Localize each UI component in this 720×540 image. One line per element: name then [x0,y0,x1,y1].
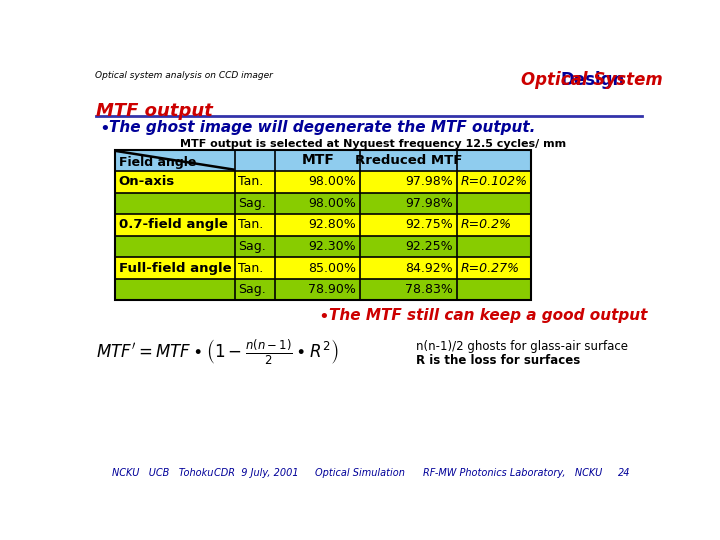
Text: 98.00%: 98.00% [308,176,356,188]
Text: 0.7-field angle: 0.7-field angle [119,219,228,232]
Text: RF-MW Photonics Laboratory,   NCKU: RF-MW Photonics Laboratory, NCKU [423,468,603,478]
Text: CDR  9 July, 2001: CDR 9 July, 2001 [214,468,299,478]
Text: Tan.: Tan. [238,176,264,188]
Text: 78.83%: 78.83% [405,283,453,296]
Text: Sag.: Sag. [238,197,266,210]
Text: •: • [319,308,329,326]
Text: Tan.: Tan. [238,261,264,274]
Text: MTF output: MTF output [96,102,213,120]
Text: 92.25%: 92.25% [405,240,453,253]
Text: 92.75%: 92.75% [405,219,453,232]
Bar [114,214,531,236]
Text: 97.98%: 97.98% [405,197,453,210]
Text: 92.80%: 92.80% [308,219,356,232]
Text: Sag.: Sag. [238,283,266,296]
Text: 85.00%: 85.00% [308,261,356,274]
Bar [114,279,531,300]
Text: 97.98%: 97.98% [405,176,453,188]
Bar [114,193,531,214]
Text: $MTF' = MTF \bullet \left(1 - \frac{n(n-1)}{2} \bullet R^2\right)$: $MTF' = MTF \bullet \left(1 - \frac{n(n-… [96,338,339,367]
Text: Rreduced MTF: Rreduced MTF [355,154,463,167]
Text: 78.90%: 78.90% [308,283,356,296]
Bar [114,171,531,193]
Text: On-axis: On-axis [119,176,175,188]
Text: Design: Design [560,71,625,89]
Text: Optical Simulation: Optical Simulation [315,468,405,478]
Text: 24: 24 [618,468,631,478]
Text: MTF output is selected at Nyquest frequency 12.5 cycles/ mm: MTF output is selected at Nyquest freque… [180,139,566,148]
Text: R is the loss for surfaces: R is the loss for surfaces [415,354,580,367]
Text: Field angle: Field angle [119,156,196,168]
Text: 84.92%: 84.92% [405,261,453,274]
Bar [114,236,531,257]
Bar [114,150,531,300]
Text: R=0.102%: R=0.102% [461,176,528,188]
Text: •: • [99,120,110,138]
Text: Full-field angle: Full-field angle [119,261,231,274]
Text: Tan.: Tan. [238,219,264,232]
Bar [114,257,531,279]
Text: Optical system analysis on CCD imager: Optical system analysis on CCD imager [94,71,273,80]
Text: The MTF still can keep a good output: The MTF still can keep a good output [329,308,647,323]
Text: The ghost image will degenerate the MTF output.: The ghost image will degenerate the MTF … [109,120,535,135]
Text: Sag.: Sag. [238,240,266,253]
Text: n(n-1)/2 ghosts for glass-air surface: n(n-1)/2 ghosts for glass-air surface [415,340,628,354]
Text: NCKU   UCB   Tohoku: NCKU UCB Tohoku [112,468,213,478]
Text: 98.00%: 98.00% [308,197,356,210]
Bar [114,150,531,171]
Text: R=0.27%: R=0.27% [461,261,519,274]
Text: R=0.2%: R=0.2% [461,219,511,232]
Text: Optical System: Optical System [521,71,668,89]
Text: MTF: MTF [302,153,334,167]
Text: 92.30%: 92.30% [308,240,356,253]
